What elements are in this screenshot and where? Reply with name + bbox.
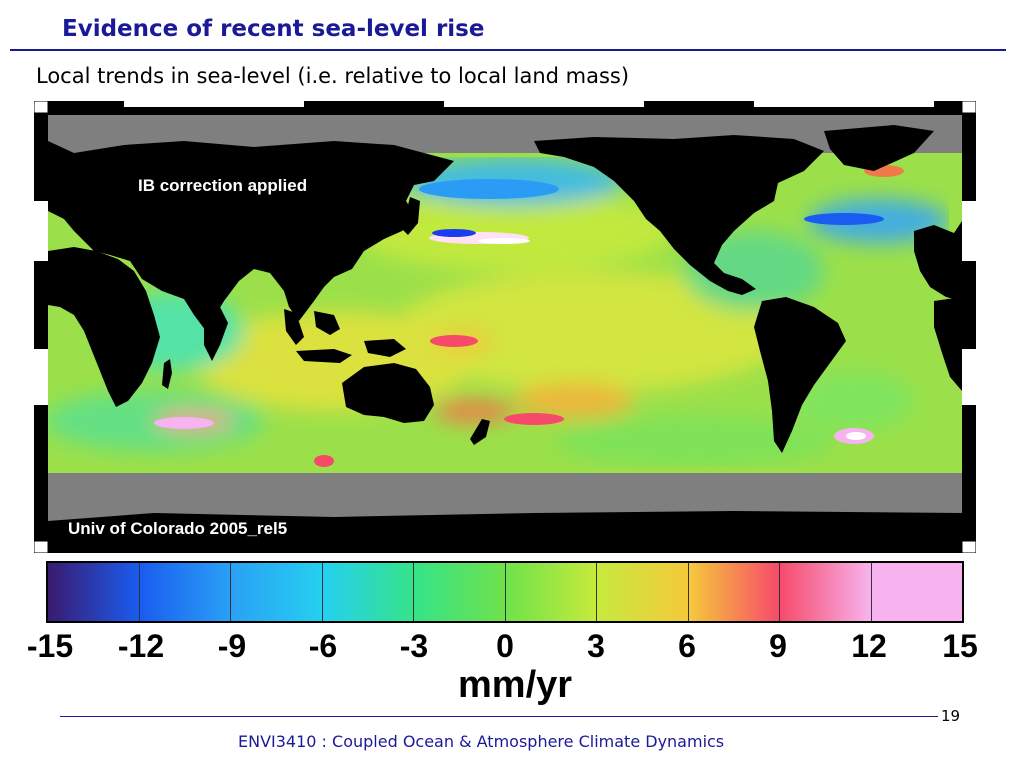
colorbar-tick-label: -9 <box>217 628 247 664</box>
colorbar-tick-label: 12 <box>851 628 887 664</box>
map-label-top: IB correction applied <box>138 176 307 195</box>
colorbar-tick-label: -6 <box>308 628 338 664</box>
colorbar-segment <box>231 563 323 621</box>
colorbar-segment <box>139 563 231 621</box>
colorbar-tick-label: -12 <box>117 628 165 664</box>
map-label-bottom: Univ of Colorado 2005_rel5 <box>68 519 287 538</box>
title-divider <box>10 49 1006 51</box>
colorbar-unit: mm/yr <box>458 664 573 706</box>
colorbar-segment <box>48 563 140 621</box>
slide-subtitle: Local trends in sea-level (i.e. relative… <box>36 64 630 88</box>
page-number: 19 <box>941 707 961 725</box>
footer-divider <box>60 716 938 717</box>
colorbar-tick-label: -15 <box>26 628 74 664</box>
course-footer: ENVI3410 : Coupled Ocean & Atmosphere Cl… <box>238 732 725 751</box>
colorbar-segment <box>505 563 597 621</box>
slide-title: Evidence of recent sea-level rise <box>62 16 485 42</box>
colorbar-tick-label: -3 <box>399 628 429 664</box>
colorbar-tick-label: 0 <box>496 628 514 664</box>
colorbar-segment <box>597 563 689 621</box>
colorbar <box>46 561 964 623</box>
colorbar-segment <box>871 563 962 621</box>
colorbar-ticks: -15 -12 -9 -6 -3 0 3 6 9 12 15 <box>0 628 1024 668</box>
sea-level-trend-map: IB correction applied Univ of Colorado 2… <box>34 101 976 553</box>
colorbar-segment <box>414 563 506 621</box>
colorbar-segment <box>322 563 414 621</box>
colorbar-segment <box>780 563 872 621</box>
colorbar-tick-label: 15 <box>942 628 978 664</box>
colorbar-tick-label: 3 <box>587 628 605 664</box>
colorbar-tick-label: 9 <box>769 628 787 664</box>
colorbar-segment <box>688 563 780 621</box>
colorbar-tick-label: 6 <box>678 628 696 664</box>
